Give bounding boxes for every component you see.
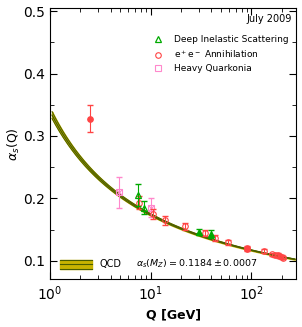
Text: $\alpha_s(M_Z) = 0.1184 \pm 0.0007$: $\alpha_s(M_Z) = 0.1184 \pm 0.0007$ bbox=[136, 258, 258, 270]
Legend: Deep Inelastic Scattering, e$^+$e$^-$ Annihilation, Heavy Quarkonia: Deep Inelastic Scattering, e$^+$e$^-$ An… bbox=[146, 32, 292, 77]
X-axis label: Q [GeV]: Q [GeV] bbox=[146, 308, 201, 321]
Y-axis label: $\alpha_s$(Q): $\alpha_s$(Q) bbox=[5, 127, 22, 161]
Text: July 2009: July 2009 bbox=[246, 14, 291, 24]
Bar bbox=[60, 260, 92, 268]
Text: QCD: QCD bbox=[99, 259, 121, 269]
